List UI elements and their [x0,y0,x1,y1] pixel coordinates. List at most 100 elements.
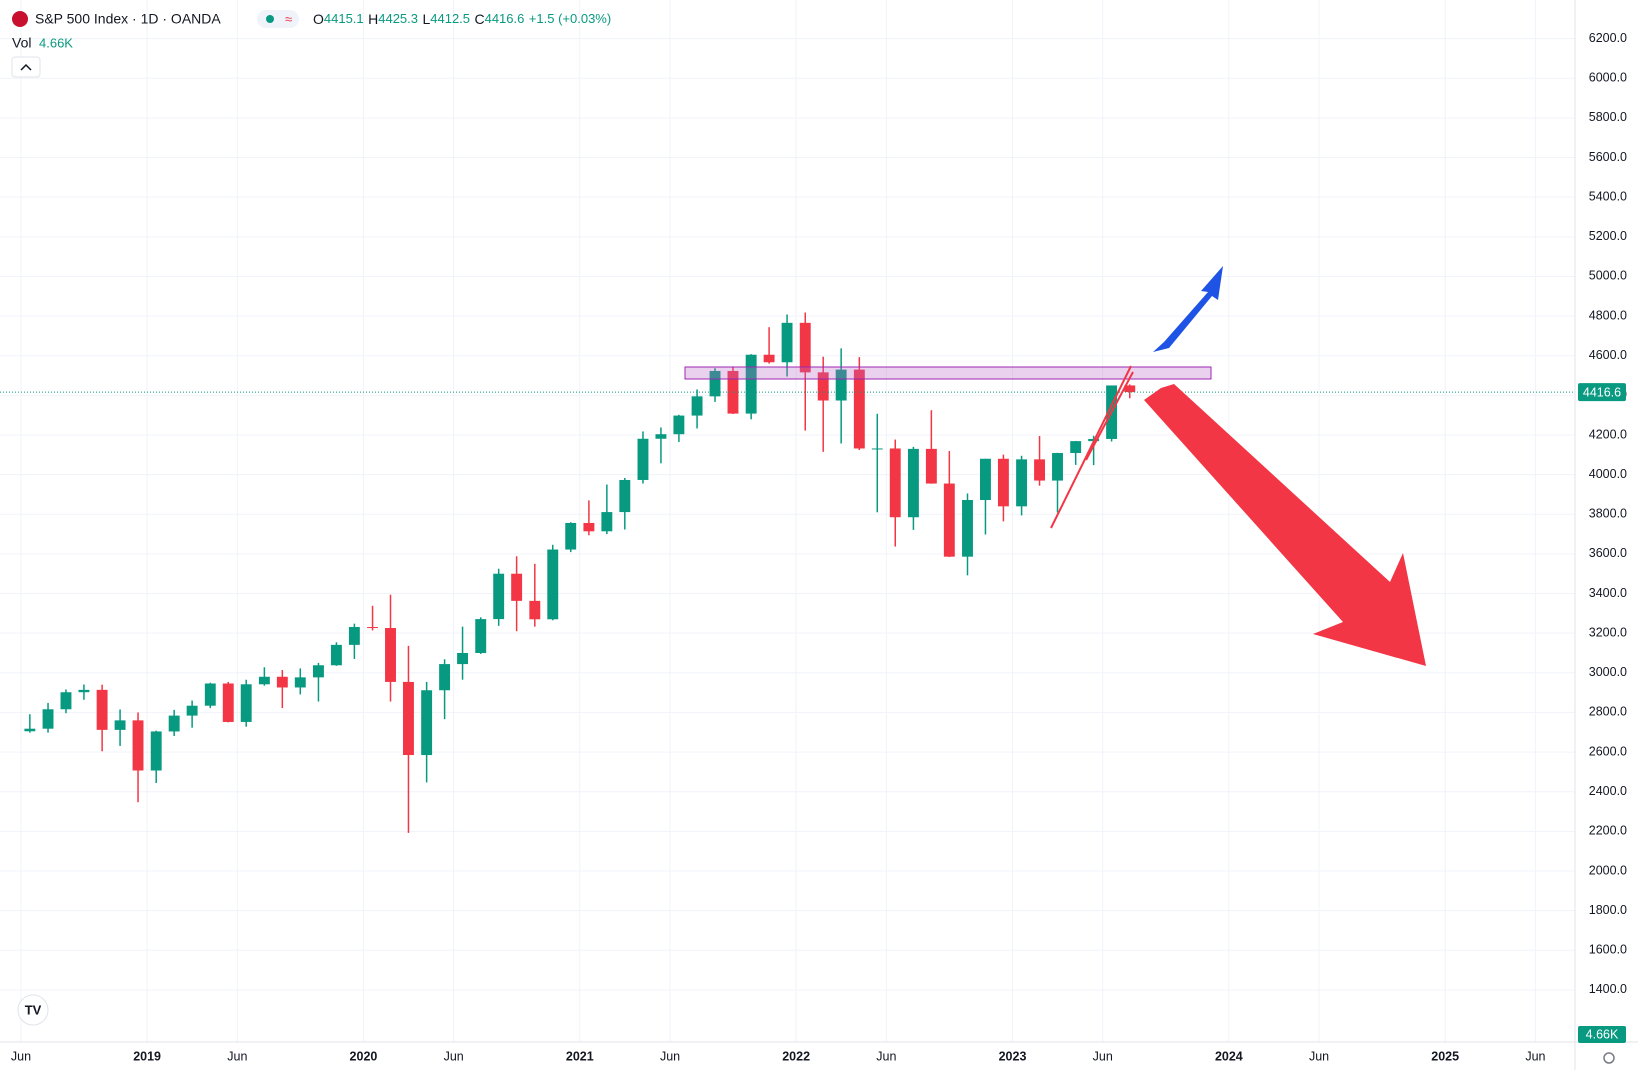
x-tick-label: Jun [227,1049,247,1063]
x-tick-label: 2019 [133,1049,161,1063]
candle-body [42,709,54,729]
candle-body [763,354,775,363]
candle-body [997,458,1009,507]
candle-body [637,438,649,480]
candle-body [240,684,252,722]
x-tick-label: Jun [1093,1049,1113,1063]
y-tick-label: 3400.0 [1589,586,1627,600]
o-label: O [313,11,324,27]
y-tick-label: 6000.0 [1589,71,1627,85]
candle-body [24,728,36,732]
candle-body [457,652,468,665]
grid [0,0,1575,1042]
candle-body [781,322,793,363]
candle-body [1070,441,1082,454]
ohlc-legend: O4415.1 H4425.3 L4412.5 C4416.6 +1.5 (+0… [313,11,611,29]
drawings [684,266,1426,666]
y-tick-label: 5000.0 [1589,269,1627,283]
candle-body [962,499,973,557]
candle-body [276,676,288,688]
collapse-button[interactable] [11,56,41,78]
candle-body [1016,459,1028,507]
y-tick-label: 4600.0 [1589,348,1627,362]
candle-body [421,690,433,756]
y-tick-label: 5800.0 [1589,110,1627,124]
candle-body [601,512,613,532]
candle-body [60,692,72,710]
o-value: 4415.1 [324,11,364,26]
candle-body [691,396,703,416]
candle-body [511,573,523,601]
candle-body [529,600,541,620]
candle-body [565,522,577,550]
candle-body [889,448,901,518]
symbol-title: S&P 500 Index · 1D · OANDA [35,11,221,27]
x-tick-label: Jun [444,1049,464,1063]
volume-value: 4.66K [39,35,73,50]
volume-label: Vol [12,35,31,51]
wedge-line [1050,365,1132,529]
l-label: L [422,11,430,27]
last-price-label: 4416.6 [1583,385,1621,399]
l-value: 4412.5 [430,11,470,26]
candle-body [709,370,721,397]
y-tick-label: 4000.0 [1589,467,1627,481]
x-tick-label: 2021 [566,1049,594,1063]
y-tick-label: 3800.0 [1589,507,1627,521]
status-dot [266,15,274,23]
candle-body [655,434,667,439]
y-tick-label: 2000.0 [1589,863,1627,877]
volume-badge: 4.66K [1578,1026,1626,1043]
candle-body [313,665,324,678]
candle-body [835,369,847,401]
candle-body [583,522,595,532]
candle-body [547,549,559,620]
c-value: 4416.6 [485,11,525,26]
candle-body [403,681,414,756]
candle-body [673,415,685,435]
x-tick-label: Jun [660,1049,680,1063]
candle-body [132,720,144,771]
down-arrow [1144,384,1426,666]
y-tick-label: 1800.0 [1589,903,1627,917]
candle-body [1052,453,1063,481]
candle-body [96,689,108,730]
x-tick-label: Jun [11,1049,31,1063]
x-tick-label: Jun [1525,1049,1545,1063]
x-tick-label: Jun [1309,1049,1329,1063]
last-price-badge [1578,383,1626,402]
x-tick-label: 2022 [782,1049,810,1063]
settings[interactable] [1603,1052,1615,1064]
x-tick-label: 2025 [1431,1049,1459,1063]
change: +1.5 (+0.03%) [529,11,611,26]
candle-body [907,448,919,518]
x-tick-label: 2024 [1215,1049,1243,1063]
y-tick-label: 1600.0 [1589,943,1627,957]
tv-logo: TV [17,994,49,1026]
x-tick-label: 2023 [999,1049,1027,1063]
candle-body [222,683,234,722]
svg-text:TV: TV [25,1002,42,1017]
candle-body [150,731,162,771]
h-value: 4425.3 [378,11,418,26]
candle-body [294,677,306,688]
y-tick-label: 2400.0 [1589,784,1627,798]
candle-body [475,619,487,653]
candle-body [186,705,198,716]
candle-body [1124,385,1136,393]
candle-body [619,479,631,513]
candle-body [348,627,360,645]
candle-body [439,664,451,691]
y-tick-label: 2200.0 [1589,824,1627,838]
y-tick-label: 3000.0 [1589,665,1627,679]
status-icon: ≈ [285,11,292,26]
candle-body [745,354,757,414]
y-tick-label: 5200.0 [1589,229,1627,243]
up-arrow [1153,266,1223,352]
c-label: C [474,11,484,27]
resistance-zone [684,366,1212,380]
candle-body [817,372,829,401]
candle-body [493,573,505,620]
candle-body [943,483,955,557]
candle-body [871,448,883,450]
